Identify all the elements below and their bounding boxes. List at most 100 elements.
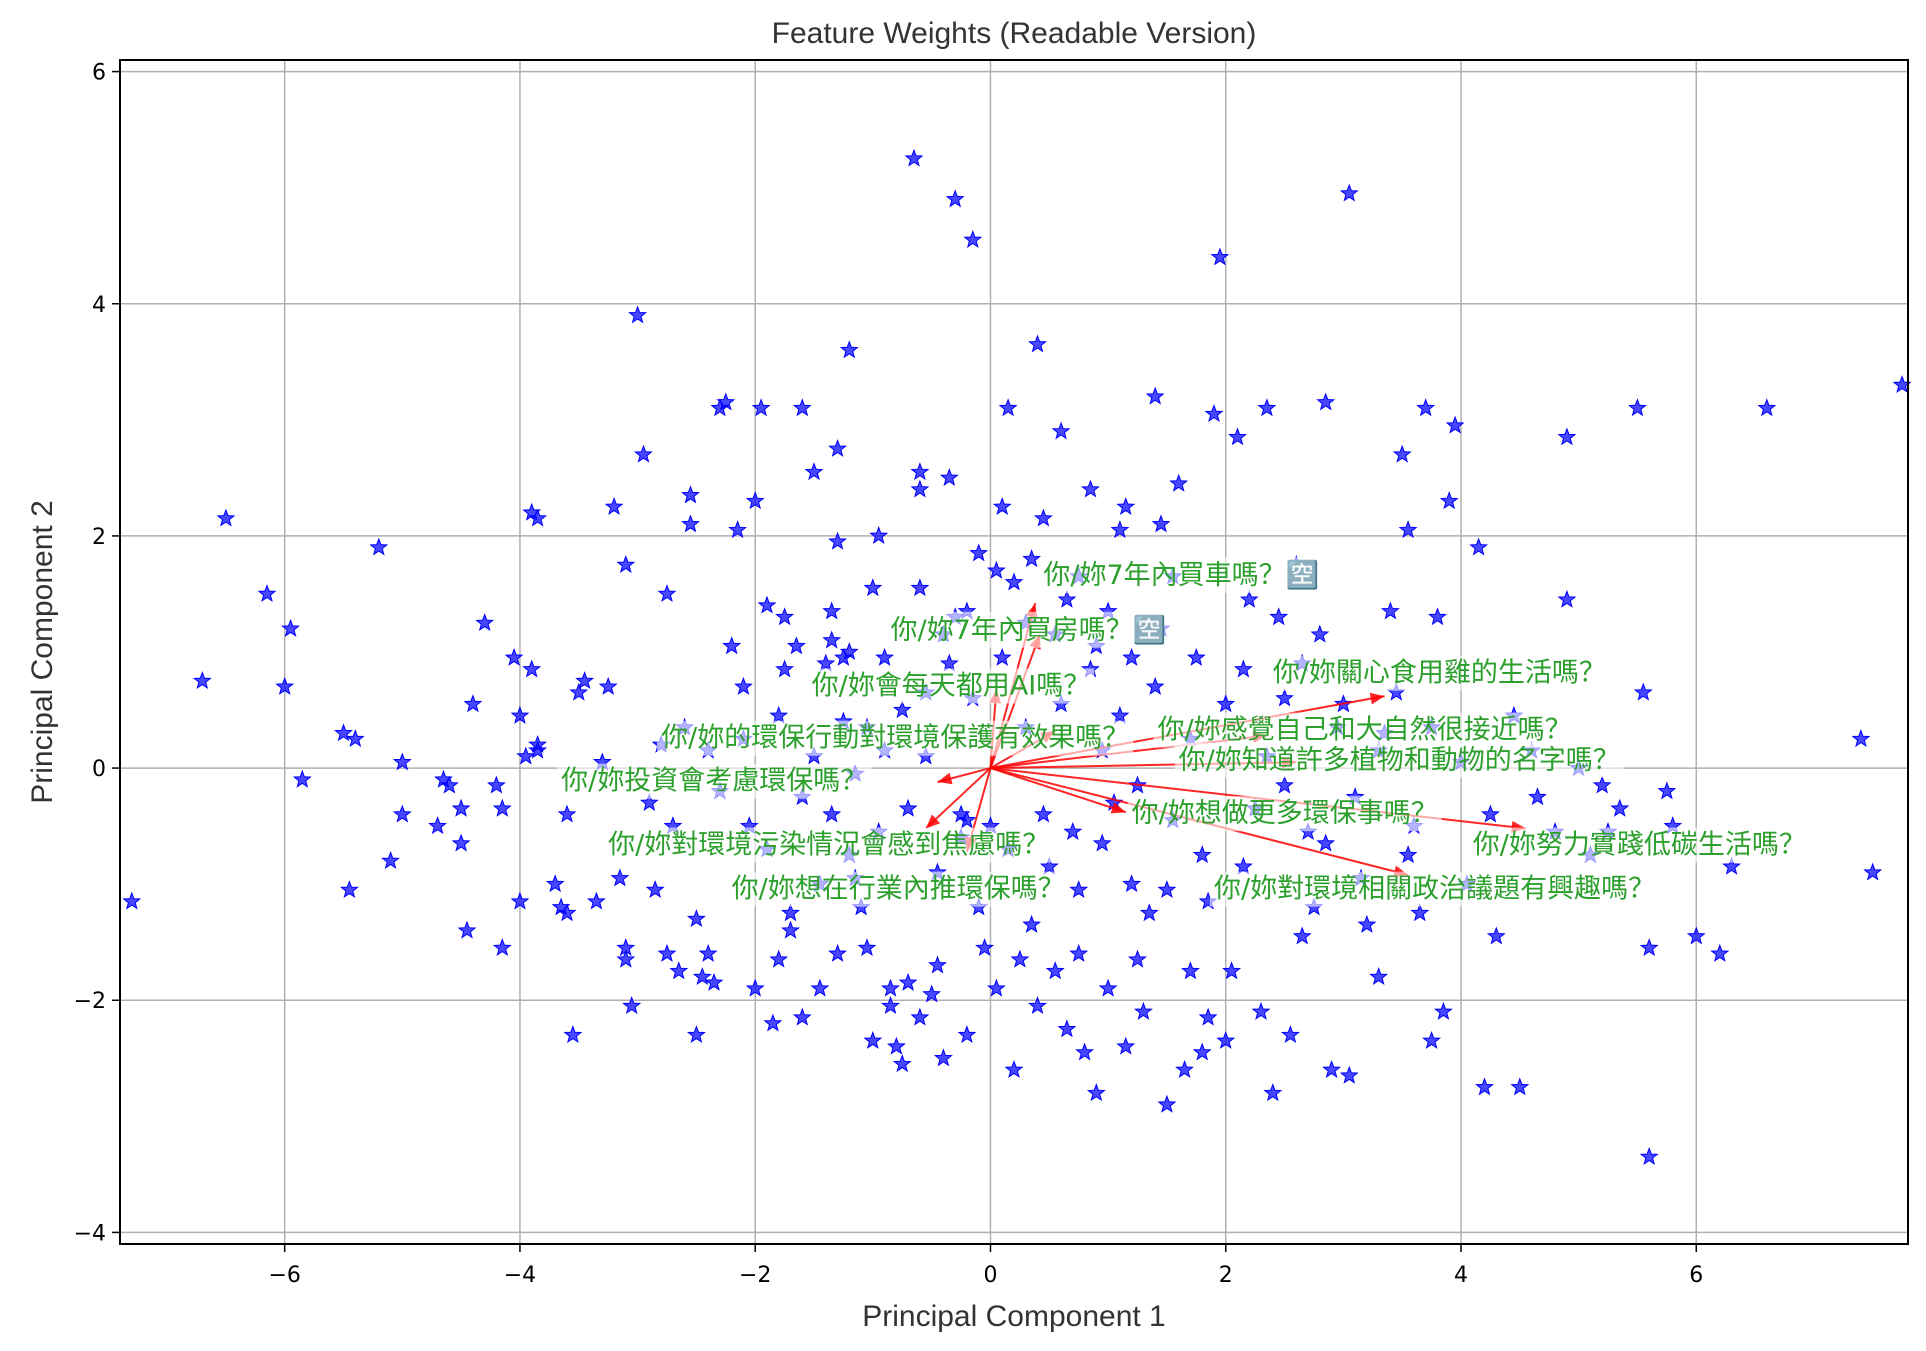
data-point [1610,798,1630,817]
data-point [463,694,483,713]
data-point [392,804,412,823]
feature-label: 你/妳對環境相關政治議題有興趣嗎？ [1214,874,1655,905]
data-point [910,578,930,597]
data-point [1063,821,1083,840]
data-point [1657,781,1677,800]
data-point [586,891,606,910]
data-point [1275,775,1294,794]
data-point [1269,607,1289,626]
data-point [1486,926,1506,945]
data-point [1292,926,1312,945]
data-point [1686,926,1706,945]
data-point [1010,949,1030,968]
data-point [275,676,295,695]
data-point [1710,943,1730,962]
x-tick-label: −4 [504,1263,536,1288]
data-point [751,398,771,417]
chart-title: Feature Weights (Readable Version) [772,17,1257,50]
x-tick-label: −2 [739,1263,771,1288]
data-point [869,525,889,544]
data-point [1281,1025,1300,1044]
data-point [757,595,777,614]
data-point [1628,398,1647,417]
data-point [728,520,747,539]
data-point [345,729,365,748]
data-point [1475,1077,1494,1096]
data-point [451,798,471,817]
feature-label: 你/妳對環境污染情況會感到焦慮嗎？ [608,830,1049,861]
data-point [681,485,700,504]
data-point [1133,1001,1153,1020]
data-point [928,955,947,974]
data-point [786,636,806,655]
data-point [451,833,471,852]
data-point [369,537,389,556]
data-point [828,438,847,457]
y-tick-label: 0 [92,757,106,782]
data-point [704,972,724,991]
data-point [522,659,542,678]
data-point [1216,694,1236,713]
data-point [1251,1001,1271,1020]
feature-label: 你/妳想做更多環保事嗎？ [1132,798,1438,829]
data-point [569,682,589,701]
data-point [957,1025,977,1044]
data-point [1433,1001,1453,1020]
data-point [381,850,400,869]
data-point [439,775,459,794]
data-point [910,462,930,481]
data-point [1128,949,1147,968]
data-point [575,671,595,690]
data-point [1116,496,1136,515]
data-point [1480,804,1500,823]
data-point [610,868,630,887]
data-point [963,229,983,248]
feature-arrowhead [937,772,953,785]
data-point [122,891,142,910]
data-point [1022,549,1042,568]
data-point [428,816,448,835]
data-point [945,189,965,208]
data-point [769,949,789,968]
data-point [898,972,918,991]
data-point [1439,491,1459,510]
data-point [1322,1059,1342,1078]
data-point [1398,845,1418,864]
data-point [1198,1007,1218,1026]
data-point [628,305,648,324]
y-tick-label: 6 [92,61,106,86]
data-point [1033,508,1053,527]
data-point [528,734,548,753]
data-point [781,920,800,939]
feature-label: 你/妳投資會考慮環保嗎？ [561,766,867,797]
data-point [1028,996,1047,1015]
data-point [563,1025,583,1044]
data-point [1557,589,1577,608]
data-point [1233,856,1253,875]
data-point [1228,427,1247,446]
data-point [810,978,830,997]
data-point [1528,787,1547,806]
y-tick-label: 2 [92,525,106,550]
data-point [616,949,636,968]
data-point [857,938,877,957]
data-point [1086,1083,1106,1102]
data-point [939,467,959,486]
data-point [292,769,312,788]
feature-arrowhead [925,814,941,829]
data-point [1757,398,1777,417]
feature-label-background [557,763,872,799]
feature-label-background [1127,796,1442,832]
data-point [616,554,636,573]
data-point [1592,775,1612,794]
feature-label: 你/妳7年內買房嗎？🈳 [890,614,1166,646]
data-point [863,1030,883,1049]
data-point [1033,804,1053,823]
data-point [1192,1042,1212,1061]
data-point [1157,1094,1177,1113]
data-point [1851,729,1871,748]
data-point [881,996,900,1015]
data-point [1639,938,1659,957]
data-point [986,560,1006,579]
feature-label-background [1174,742,1624,778]
